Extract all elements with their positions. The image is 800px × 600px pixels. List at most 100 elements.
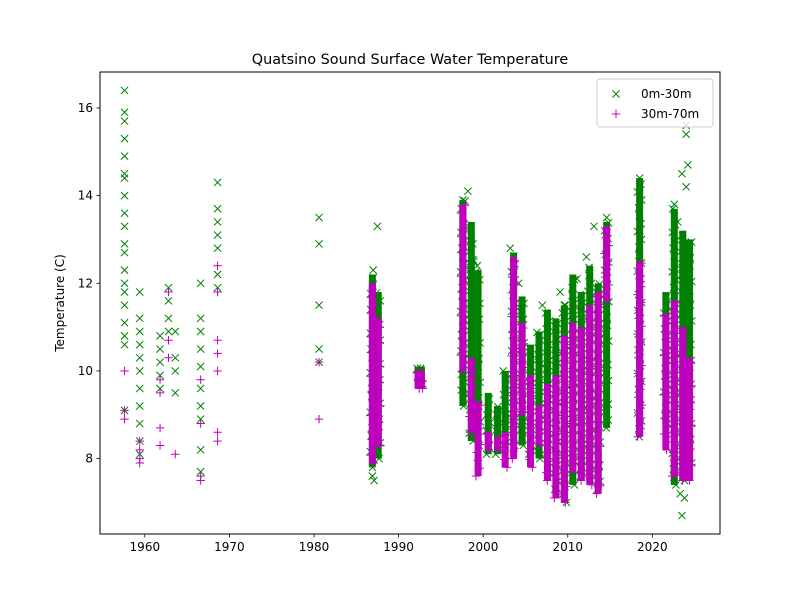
data-point — [196, 362, 205, 371]
data-point — [634, 203, 643, 212]
data-point — [499, 406, 508, 415]
data-point — [595, 339, 605, 348]
data-point — [687, 460, 696, 469]
data-point — [595, 323, 604, 333]
data-point — [510, 304, 519, 313]
data-point — [526, 415, 535, 425]
data-point — [536, 359, 545, 368]
data-point — [509, 265, 519, 274]
data-point — [507, 430, 516, 440]
data-point — [678, 326, 687, 335]
data-point — [570, 480, 579, 489]
data-point — [535, 425, 544, 434]
data-point — [686, 340, 695, 349]
data-point — [602, 225, 611, 234]
data-point — [213, 204, 222, 213]
data-point — [668, 448, 678, 457]
data-point — [659, 429, 669, 439]
legend-label: 0m-30m — [641, 87, 692, 101]
data-point — [461, 196, 469, 205]
data-point — [520, 417, 529, 426]
data-point — [196, 415, 205, 424]
data-point — [551, 343, 560, 352]
data-point — [369, 274, 378, 282]
data-point — [524, 392, 533, 401]
data-point — [366, 450, 375, 460]
data-point — [459, 394, 468, 403]
data-point — [458, 366, 467, 376]
data-cluster — [494, 406, 502, 455]
data-point — [543, 476, 552, 485]
data-point — [596, 442, 605, 451]
data-point — [595, 363, 605, 372]
data-point — [484, 402, 493, 411]
data-point — [637, 219, 646, 228]
data-cluster — [518, 322, 526, 415]
x-tick-label: 2000 — [468, 540, 499, 554]
data-point — [156, 371, 165, 380]
data-point — [593, 355, 602, 364]
data-point — [456, 311, 466, 320]
data-point — [671, 480, 680, 489]
data-point — [568, 291, 577, 300]
data-point — [586, 425, 595, 434]
data-point — [120, 248, 129, 257]
data-point — [587, 441, 597, 450]
data-point — [636, 424, 645, 434]
data-point — [595, 402, 605, 412]
data-cluster — [467, 357, 475, 433]
data-point — [366, 372, 375, 381]
data-point — [465, 247, 474, 256]
data-cluster — [510, 256, 518, 459]
data-point — [544, 444, 553, 454]
data-point — [527, 384, 536, 393]
data-point — [558, 348, 568, 357]
data-point — [466, 224, 475, 232]
data-point — [671, 464, 680, 473]
data-point — [519, 402, 529, 412]
data-point — [171, 388, 180, 397]
data-point — [686, 301, 695, 310]
data-point — [683, 269, 692, 278]
data-point — [519, 323, 528, 333]
data-point — [637, 258, 646, 268]
data-point — [541, 413, 550, 422]
data-point — [579, 298, 588, 307]
data-point — [463, 187, 472, 196]
data-point — [634, 314, 643, 323]
data-point — [669, 244, 678, 253]
x-tick-label: 1970 — [214, 540, 245, 554]
data-point — [683, 246, 692, 254]
data-point — [120, 366, 129, 376]
data-point — [577, 436, 586, 446]
data-point — [475, 299, 484, 308]
data-point — [120, 288, 129, 296]
data-point — [633, 290, 642, 299]
data-point — [570, 443, 579, 453]
x-tick-label: 1990 — [383, 540, 414, 554]
data-point — [472, 448, 482, 457]
data-point — [373, 222, 382, 231]
data-point — [367, 435, 376, 444]
data-point — [465, 287, 474, 296]
data-point — [457, 327, 467, 336]
data-point — [460, 319, 469, 328]
data-point — [120, 191, 129, 200]
data-point — [456, 208, 466, 218]
data-point — [573, 274, 582, 283]
data-point — [376, 296, 385, 305]
data-point — [668, 369, 677, 378]
data-point — [686, 261, 694, 270]
data-point — [668, 471, 677, 481]
data-point — [559, 395, 569, 405]
data-point — [669, 456, 679, 465]
data-point — [550, 493, 559, 503]
data-point — [673, 217, 682, 226]
data-point — [636, 180, 645, 189]
data-point — [570, 299, 579, 308]
data-point — [677, 169, 686, 178]
data-point — [562, 379, 571, 389]
data-point — [551, 446, 561, 455]
x-axis: 1960 1970 1980 1990 2000 2010 2020 — [130, 534, 668, 554]
data-point — [373, 315, 383, 324]
